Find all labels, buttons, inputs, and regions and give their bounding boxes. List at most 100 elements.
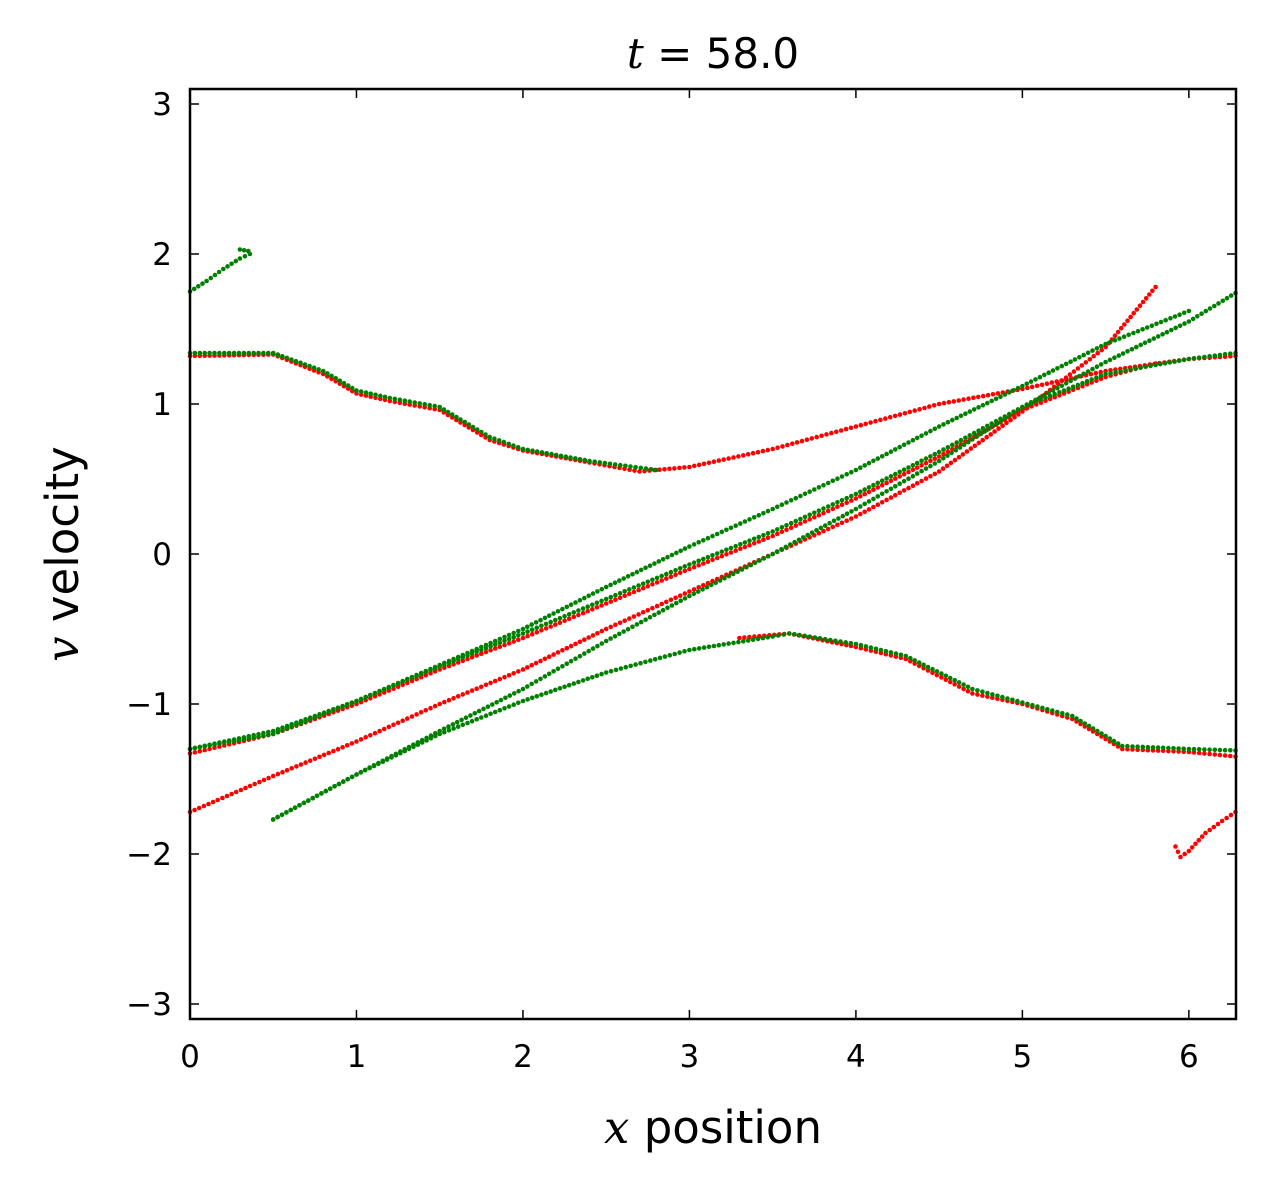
data-point	[1190, 316, 1196, 322]
data-point	[779, 529, 785, 535]
data-point	[731, 640, 736, 646]
data-point	[873, 418, 878, 424]
data-point	[919, 478, 924, 484]
data-point	[1085, 369, 1091, 374]
data-point	[329, 373, 334, 379]
data-point	[529, 631, 535, 637]
data-point	[643, 466, 649, 471]
data-point	[1115, 329, 1121, 335]
data-point	[765, 535, 771, 541]
data-point	[594, 673, 600, 678]
data-point	[534, 694, 540, 699]
data-point	[696, 646, 702, 651]
data-point	[980, 693, 985, 698]
data-point	[835, 476, 840, 482]
data-point	[893, 492, 898, 498]
data-point	[344, 702, 350, 707]
data-point	[307, 758, 313, 763]
data-point	[871, 496, 876, 502]
data-point	[483, 682, 489, 688]
data-point	[1072, 376, 1078, 381]
data-point	[766, 553, 771, 559]
data-point	[919, 468, 924, 474]
data-point	[1099, 731, 1104, 736]
data-point	[1103, 733, 1108, 739]
data-point	[358, 737, 364, 742]
data-point	[682, 591, 688, 596]
data-point	[590, 633, 596, 638]
data-point	[706, 460, 712, 466]
data-point	[363, 694, 369, 700]
data-point	[1044, 381, 1050, 387]
data-point	[298, 762, 304, 767]
data-point	[544, 451, 549, 456]
data-point	[247, 783, 253, 789]
data-point	[494, 700, 500, 705]
data-point	[327, 786, 333, 791]
data-point	[298, 718, 304, 724]
data-point	[952, 457, 958, 463]
data-point	[587, 458, 592, 464]
data-point	[586, 593, 591, 599]
data-point	[418, 710, 424, 715]
data-point	[196, 284, 201, 289]
data-point	[594, 605, 600, 610]
data-point	[1037, 395, 1043, 400]
data-point	[592, 459, 597, 465]
data-point	[1176, 746, 1181, 751]
data-point	[682, 596, 688, 601]
data-point	[1070, 713, 1075, 719]
data-point	[744, 565, 749, 570]
data-point	[1072, 357, 1078, 362]
data-point	[794, 440, 800, 445]
data-point	[1147, 292, 1152, 297]
data-point	[839, 502, 845, 508]
data-point	[958, 413, 964, 419]
data-point	[608, 599, 614, 604]
data-point	[368, 391, 374, 397]
data-point	[363, 390, 369, 395]
data-point	[875, 480, 881, 486]
data-point	[358, 389, 364, 394]
data-point	[701, 583, 706, 588]
data-point	[344, 743, 350, 748]
data-point	[613, 622, 618, 628]
data-point	[687, 647, 692, 653]
data-point	[978, 431, 984, 437]
data-point	[312, 713, 318, 719]
data-point	[838, 428, 844, 433]
data-point	[1158, 361, 1163, 367]
data-point	[298, 360, 303, 366]
data-point	[793, 523, 799, 528]
data-point	[406, 746, 412, 752]
data-point	[809, 436, 815, 441]
data-point	[807, 517, 812, 522]
data-point	[976, 428, 981, 434]
data-point	[821, 510, 826, 516]
data-point	[919, 463, 924, 468]
data-point	[1131, 310, 1136, 316]
data-point	[1122, 322, 1127, 327]
data-point	[849, 493, 854, 499]
data-point	[1181, 357, 1187, 363]
data-point	[1055, 385, 1060, 391]
data-point	[1150, 745, 1156, 750]
data-point	[387, 395, 393, 401]
data-point	[590, 607, 595, 612]
data-point	[1068, 378, 1073, 384]
data-point	[599, 641, 605, 646]
data-point	[497, 640, 503, 645]
data-point	[765, 635, 771, 640]
x-axis-var: x	[604, 1101, 629, 1154]
data-point	[691, 587, 697, 592]
data-point	[967, 433, 973, 438]
data-point	[923, 431, 929, 436]
data-point	[1081, 352, 1086, 358]
data-point	[196, 805, 202, 811]
data-point	[1137, 303, 1143, 309]
data-point	[1080, 380, 1085, 386]
data-point	[1094, 346, 1100, 351]
data-point	[307, 715, 313, 720]
data-point	[389, 755, 394, 760]
data-point	[1079, 363, 1085, 368]
